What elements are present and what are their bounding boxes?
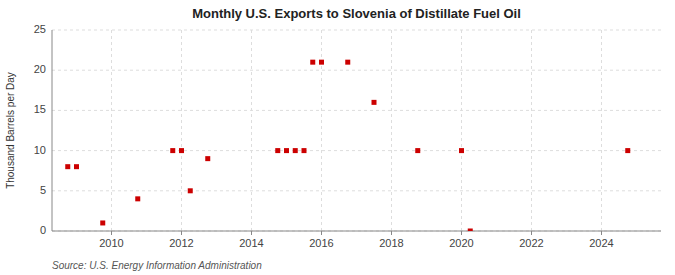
point [100, 220, 105, 225]
point [310, 60, 315, 65]
y-grid-line [52, 30, 661, 31]
y-axis-label: Thousand Barrels per Day [5, 72, 16, 189]
point [65, 164, 70, 169]
x-tick [461, 231, 462, 235]
x-tick-label: 2016 [309, 237, 333, 249]
x-tick [251, 231, 252, 235]
x-grid-line [601, 30, 602, 231]
x-grid-line [111, 30, 112, 231]
point [415, 148, 420, 153]
y-grid-line [52, 231, 661, 232]
x-tick-label: 2024 [589, 237, 613, 249]
points [65, 60, 630, 231]
point [135, 196, 140, 201]
point [74, 164, 79, 169]
x-tick [531, 231, 532, 235]
point [319, 60, 324, 65]
point [459, 148, 464, 153]
y-grid-line [52, 110, 661, 111]
point [345, 60, 350, 65]
point [468, 229, 473, 232]
x-tick-label: 2022 [519, 237, 543, 249]
x-grid-line [181, 30, 182, 231]
point [293, 148, 298, 153]
point [275, 148, 280, 153]
chart: 0 5 10 15 20 25 2010 2012 2014 2016 2018 2020 2022 20… [0, 0, 675, 275]
x-tick-label: 2018 [379, 237, 403, 249]
y-tick-label: 0 [40, 224, 46, 236]
y-tick-label: 10 [34, 144, 46, 156]
x-tick-label: 2010 [99, 237, 123, 249]
y-grid-line [52, 190, 661, 191]
point [372, 100, 377, 105]
x-grid-line [391, 30, 392, 231]
x-tick-label: 2014 [239, 237, 263, 249]
x-grid-line [251, 30, 252, 231]
point [188, 188, 193, 193]
x-tick [601, 231, 602, 235]
y-axis [52, 30, 53, 231]
y-tick-label: 5 [40, 184, 46, 196]
y-tick-label: 20 [34, 63, 46, 75]
x-grid-line [531, 30, 532, 231]
x-tick-label: 2020 [449, 237, 473, 249]
x-axis [52, 231, 661, 232]
point [179, 148, 184, 153]
y-tick-label: 25 [34, 23, 46, 35]
x-tick [321, 231, 322, 235]
y-tick-label: 15 [34, 103, 46, 115]
grid [52, 30, 661, 231]
y-grid-line [52, 70, 661, 71]
title: Monthly U.S. Exports to Slovenia of Dist… [192, 6, 521, 21]
point [205, 156, 210, 161]
point [170, 148, 175, 153]
point [302, 148, 307, 153]
y-grid-line [52, 150, 661, 151]
x-tick [391, 231, 392, 235]
x-tick [181, 231, 182, 235]
point [284, 148, 289, 153]
point [625, 148, 630, 153]
source: Source: U.S. Energy Information Administ… [52, 260, 262, 271]
x-tick [111, 231, 112, 235]
x-grid-line [461, 30, 462, 231]
x-tick-label: 2012 [169, 237, 193, 249]
